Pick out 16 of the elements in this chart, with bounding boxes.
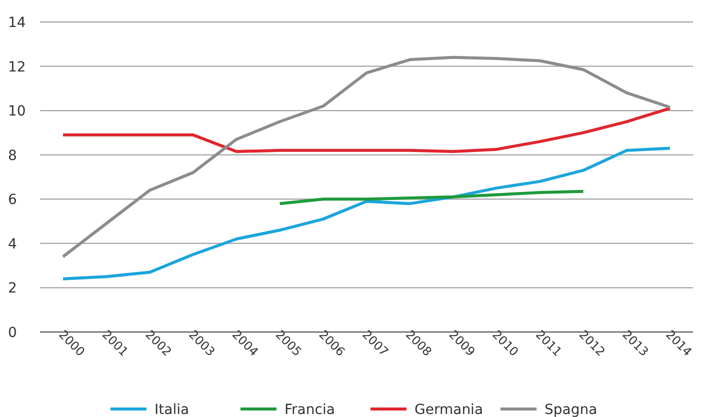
line-series [62,146,672,280]
line-series [62,56,672,258]
legend-label: Italia [154,402,190,417]
legend-label: Francia [284,402,335,417]
y-tick-label: 4 [8,236,17,252]
y-tick-label: 0 [8,325,17,341]
legend-label: Spagna [544,402,598,417]
line-series [62,106,672,154]
y-tick-label: 10 [8,104,26,120]
y-tick-label: 14 [8,15,26,31]
y-tick-label: 12 [8,59,26,76]
line-series [278,190,585,206]
legend-label: Germania [414,402,484,417]
y-tick-label: 8 [8,148,17,164]
y-tick-label: 6 [8,192,17,208]
y-tick-label: 2 [8,280,17,297]
